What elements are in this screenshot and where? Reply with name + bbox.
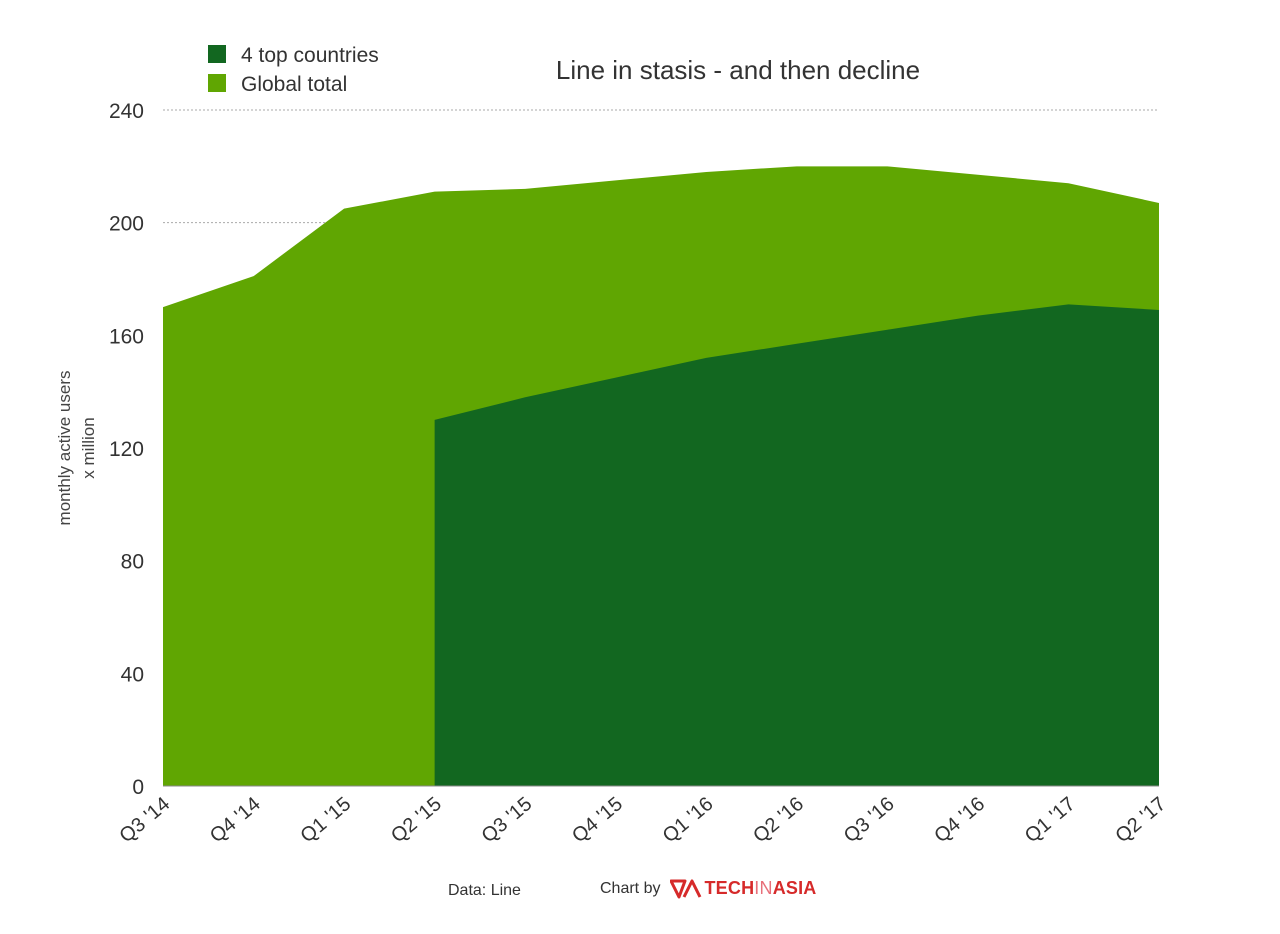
legend: 4 top countries Global total [208,44,379,96]
chart-credit: Chart by TECH IN ASIA [600,878,817,899]
legend-label-top-countries: 4 top countries [241,44,379,67]
area-4-top-countries [434,304,1159,786]
data-source: Data: Line [448,882,521,899]
x-tick-labels: Q3 '14 Q4 '14 Q1 '15 Q2 '15 Q3 '15 Q4 '15 Q1 '… [115,793,1170,847]
x-tick-label: Q3 '14 [115,793,174,847]
y-tick-label: 40 [121,663,144,686]
legend-label-global-total: Global total [241,73,347,96]
x-tick-label: Q3 '16 [840,793,899,847]
x-tick-label: Q4 '14 [206,793,265,847]
y-tick-label: 200 [109,213,144,236]
x-tick-label: Q1 '16 [659,793,718,847]
y-tick-labels: 0 40 80 120 160 200 240 [109,100,144,799]
y-axis-label-line1: monthly active users [55,371,74,526]
y-tick-label: 120 [109,438,144,461]
x-tick-label: Q3 '15 [478,793,537,847]
brand-asia: ASIA [772,878,817,898]
legend-swatch-global-total [208,74,226,92]
x-tick-label: Q1 '15 [296,793,355,847]
chart-title: Line in stasis - and then decline [556,55,920,85]
area-layer [163,166,1159,787]
techinasia-mark-icon [670,879,702,898]
x-tick-label: Q2 '17 [1111,793,1170,847]
y-axis-label-line2: x million [79,417,98,478]
legend-swatch-top-countries [208,45,226,63]
y-tick-label: 80 [121,551,144,574]
y-axis-label: monthly active users x million [55,371,98,526]
credit-text: Chart by [600,879,661,897]
x-tick-label: Q4 '16 [930,793,989,847]
brand-tech: TECH [704,878,755,898]
techinasia-logo: TECH IN ASIA [670,878,816,899]
y-tick-label: 0 [132,776,144,799]
x-tick-label: Q2 '16 [749,793,808,847]
brand-in: IN [754,878,773,898]
x-tick-label: Q2 '15 [387,793,446,847]
x-tick-label: Q4 '15 [568,793,627,847]
y-tick-label: 160 [109,325,144,348]
y-tick-label: 240 [109,100,144,123]
x-tick-label: Q1 '17 [1021,793,1080,847]
